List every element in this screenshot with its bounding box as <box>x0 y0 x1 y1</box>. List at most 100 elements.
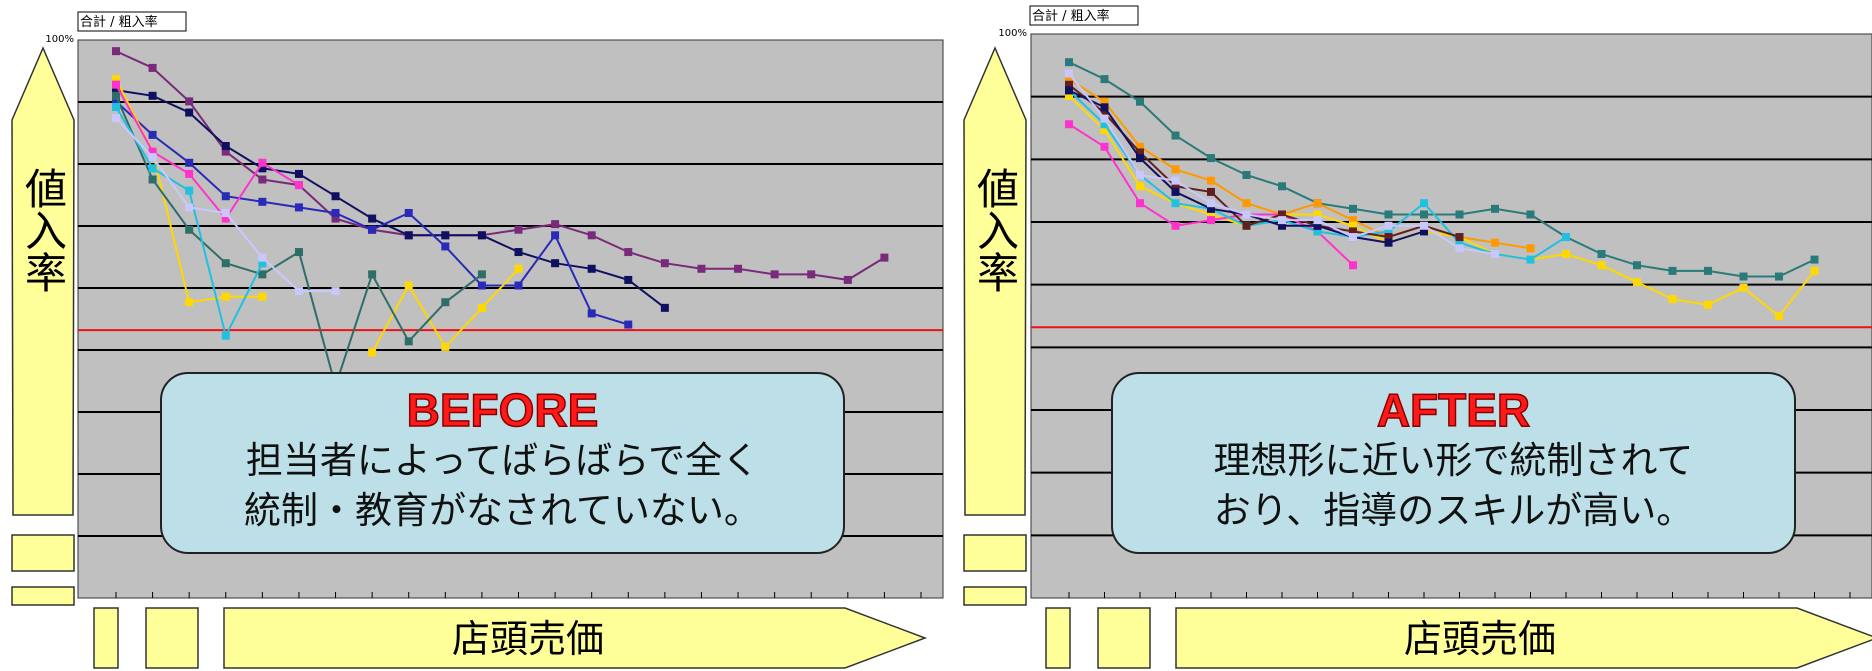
before-callout: BEFORE 担当者によってばらばらで全く 統制・教育がなされていない。 <box>160 372 845 554</box>
data-point <box>587 309 596 318</box>
data-point <box>587 264 596 273</box>
data-point <box>1065 75 1073 84</box>
after-heading: AFTER <box>1376 383 1531 437</box>
data-point <box>1207 204 1215 213</box>
after-text-line-1: 理想形に近い形で統制されて <box>1213 439 1694 482</box>
series-line <box>115 89 666 309</box>
data-point <box>1313 199 1322 208</box>
data-point <box>624 248 633 257</box>
data-point <box>880 253 889 262</box>
data-point <box>1100 142 1109 151</box>
data-point <box>148 147 157 156</box>
data-point <box>331 192 340 201</box>
data-point <box>477 281 486 290</box>
data-point <box>1136 142 1144 151</box>
data-point <box>1455 238 1464 247</box>
data-point <box>112 47 120 56</box>
series-line <box>1068 95 1816 318</box>
data-point <box>1136 199 1144 208</box>
series-7 <box>112 114 340 296</box>
after-text-line-2: おり、指導のスキルが高い。 <box>1213 489 1694 532</box>
data-point <box>1384 210 1393 219</box>
data-point <box>1313 210 1322 219</box>
data-point <box>551 259 560 268</box>
data-point <box>477 270 486 279</box>
data-point <box>294 203 303 212</box>
data-point <box>258 164 267 173</box>
data-point <box>1739 283 1748 292</box>
data-point <box>404 281 413 290</box>
data-point <box>221 147 230 156</box>
data-point <box>368 270 377 279</box>
data-point <box>1384 233 1393 242</box>
data-point <box>1136 182 1144 191</box>
data-point <box>404 231 413 240</box>
data-point <box>807 270 816 279</box>
data-point <box>1633 261 1641 270</box>
data-point <box>624 275 633 284</box>
data-point <box>770 270 779 279</box>
data-point <box>185 97 194 106</box>
data-point <box>185 158 194 167</box>
chart-title: 合計 / 粗入率 <box>80 14 158 30</box>
data-point <box>1739 272 1748 281</box>
data-point <box>404 208 413 217</box>
data-point <box>514 248 523 257</box>
data-point <box>1349 216 1357 225</box>
data-point <box>734 264 743 273</box>
data-point <box>1775 272 1783 281</box>
data-point <box>477 231 486 240</box>
data-point <box>112 91 120 100</box>
data-point <box>1704 300 1712 309</box>
data-point <box>697 264 706 273</box>
data-point <box>148 130 157 139</box>
y-axis-arrow <box>963 46 1027 516</box>
data-point <box>1207 216 1215 225</box>
data-point <box>1491 249 1499 258</box>
data-point <box>1207 210 1215 219</box>
data-point <box>112 102 120 111</box>
data-point <box>1491 238 1499 247</box>
data-point <box>441 342 450 351</box>
data-point <box>1810 255 1819 264</box>
data-point <box>1065 120 1073 129</box>
data-point <box>1065 80 1073 89</box>
data-point <box>258 270 267 279</box>
data-point <box>1420 221 1428 230</box>
data-point <box>587 231 596 240</box>
data-point <box>441 298 450 307</box>
data-point <box>148 164 157 173</box>
data-point <box>185 203 194 212</box>
data-point <box>1349 221 1357 230</box>
data-point <box>112 75 120 84</box>
data-point <box>1136 97 1144 106</box>
data-point <box>1207 187 1215 196</box>
data-point <box>1242 171 1251 179</box>
data-point <box>258 158 267 167</box>
data-point <box>1704 266 1712 275</box>
data-point <box>1491 204 1499 213</box>
data-point <box>148 63 157 72</box>
data-point <box>258 175 267 184</box>
data-point <box>1668 266 1677 275</box>
y-axis-label: 値入率 <box>19 167 68 293</box>
data-point <box>1384 227 1393 236</box>
data-point <box>221 259 230 268</box>
data-point <box>1242 221 1251 230</box>
data-point <box>148 91 157 100</box>
data-point <box>514 225 523 234</box>
data-point <box>1100 97 1109 106</box>
data-point <box>1100 120 1109 129</box>
data-point <box>294 169 303 178</box>
data-point <box>1136 171 1144 179</box>
data-point <box>221 192 230 201</box>
x-axis-arrow <box>1175 607 1872 669</box>
data-point <box>477 303 486 312</box>
data-point <box>441 242 450 251</box>
before-text-line-2: 統制・教育がなされていない。 <box>244 489 761 532</box>
x-axis-label: 店頭売価 <box>452 617 604 661</box>
chart-title: 合計 / 粗入率 <box>1032 8 1110 24</box>
data-point <box>1100 125 1109 134</box>
data-point <box>1455 210 1464 219</box>
